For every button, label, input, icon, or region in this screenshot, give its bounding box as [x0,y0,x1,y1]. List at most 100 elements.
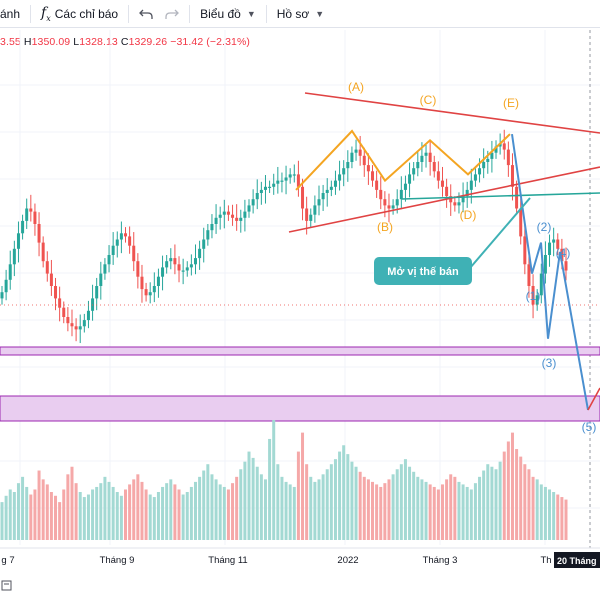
volume-bar [321,474,325,540]
candle-body [432,162,436,172]
ohlc-legend: 3.55 H1350.09 L1328.13 C1329.26 −31.42 (… [0,36,250,48]
candle-body [235,217,239,221]
volume-bar [198,476,202,540]
candle-body [424,152,428,156]
support-zone-upper [0,346,600,356]
candle-body [41,242,45,262]
candle-body [387,205,391,209]
volume-bar [206,464,210,540]
wave-label-impulse: (1) [526,289,541,303]
candle-body [350,152,354,162]
candle-body [78,326,82,330]
candle-body [272,183,276,187]
volume-bar [235,476,239,540]
wave-label-abc: (C) [420,93,437,107]
candle-body [140,276,144,290]
toolbar-divider [30,4,32,23]
volume-bar [169,479,173,540]
volume-bar [62,489,66,540]
support-zone-lower [0,395,600,422]
volume-bar [202,470,206,540]
wave-label-impulse: (3) [542,356,557,370]
volume-bar [284,481,288,540]
undo-button[interactable] [133,0,159,28]
volume-bar [210,474,214,540]
close-label: C [120,36,129,48]
volume-bar [8,489,12,540]
candle-body [156,276,160,286]
candle-body [403,183,407,190]
candle-body [420,155,424,162]
candle-body [70,323,74,327]
candle-body [49,273,53,286]
volume-bar [383,483,387,540]
volume-bar [362,476,366,540]
wave-labels: Mở vị thế bán (A) (B) (C) (D) (E) (1) (2) (3) (4)… [348,80,596,434]
volume-bar [358,471,362,540]
volume-bar [531,476,535,540]
indicators-button[interactable]: fx Các chỉ báo [35,0,124,28]
volume-bar [346,454,350,540]
time-axis[interactable]: g 7 Tháng 9 Tháng 11 2022 Tháng 3 Th 20 Tháng [0,547,600,591]
volume-bar [457,481,461,540]
volume-bar [91,489,95,540]
candle-body [136,261,140,277]
volume-bar [436,489,440,540]
candle-body [206,230,210,240]
volume-bar [239,469,243,540]
candle-body [445,186,449,197]
redo-icon [165,9,180,19]
volume-bar [325,469,329,540]
candle-body [494,146,498,153]
volume-bar [33,489,37,540]
lower-trendline [288,166,600,233]
candle-body [329,186,333,190]
candle-body [74,326,78,330]
candle-body [358,149,362,156]
candle-body [506,149,510,166]
candle-body [383,199,387,206]
volume-bar [231,483,235,540]
candle-body [124,233,128,237]
candle-body [239,217,243,221]
candle-body [395,199,399,206]
volume-bar [226,489,230,540]
candle-body [457,202,461,206]
redo-button[interactable] [159,0,185,28]
volume-bar [124,489,128,540]
candle-body [82,320,86,327]
chart-type-dropdown[interactable]: Biểu đồ ▼ [194,0,262,28]
volume-bar [461,484,465,540]
volume-bar [189,486,193,540]
candle-body [132,245,136,262]
candle-body [177,264,181,271]
volume-bar [49,492,53,540]
candle-body [54,286,58,299]
volume-bar [132,479,136,540]
volume-bar [161,486,165,540]
volume-bar [74,483,78,540]
volume-bar [301,432,305,540]
candle-body [231,214,235,218]
candle-body [148,292,152,296]
toolbar-clipped-item[interactable]: ánh [0,0,26,28]
toolbar-divider [265,4,267,23]
drawing-tools[interactable] [288,92,600,411]
candle-body [218,214,222,218]
candle-body [226,211,230,215]
chevron-down-icon: ▼ [315,8,325,19]
volume-bar [243,461,247,540]
candle-body [375,180,379,190]
candle-body [449,196,453,203]
candle-body [486,158,490,162]
candle-body [543,255,547,274]
profile-dropdown[interactable]: Hồ sơ ▼ [271,0,330,28]
candle-body [333,180,337,187]
volume-bar [506,441,510,540]
volume-bar [494,469,498,540]
volume-bar [140,481,144,540]
candle-body [371,171,375,181]
volume-bar [45,484,49,540]
candle-body [161,267,165,277]
